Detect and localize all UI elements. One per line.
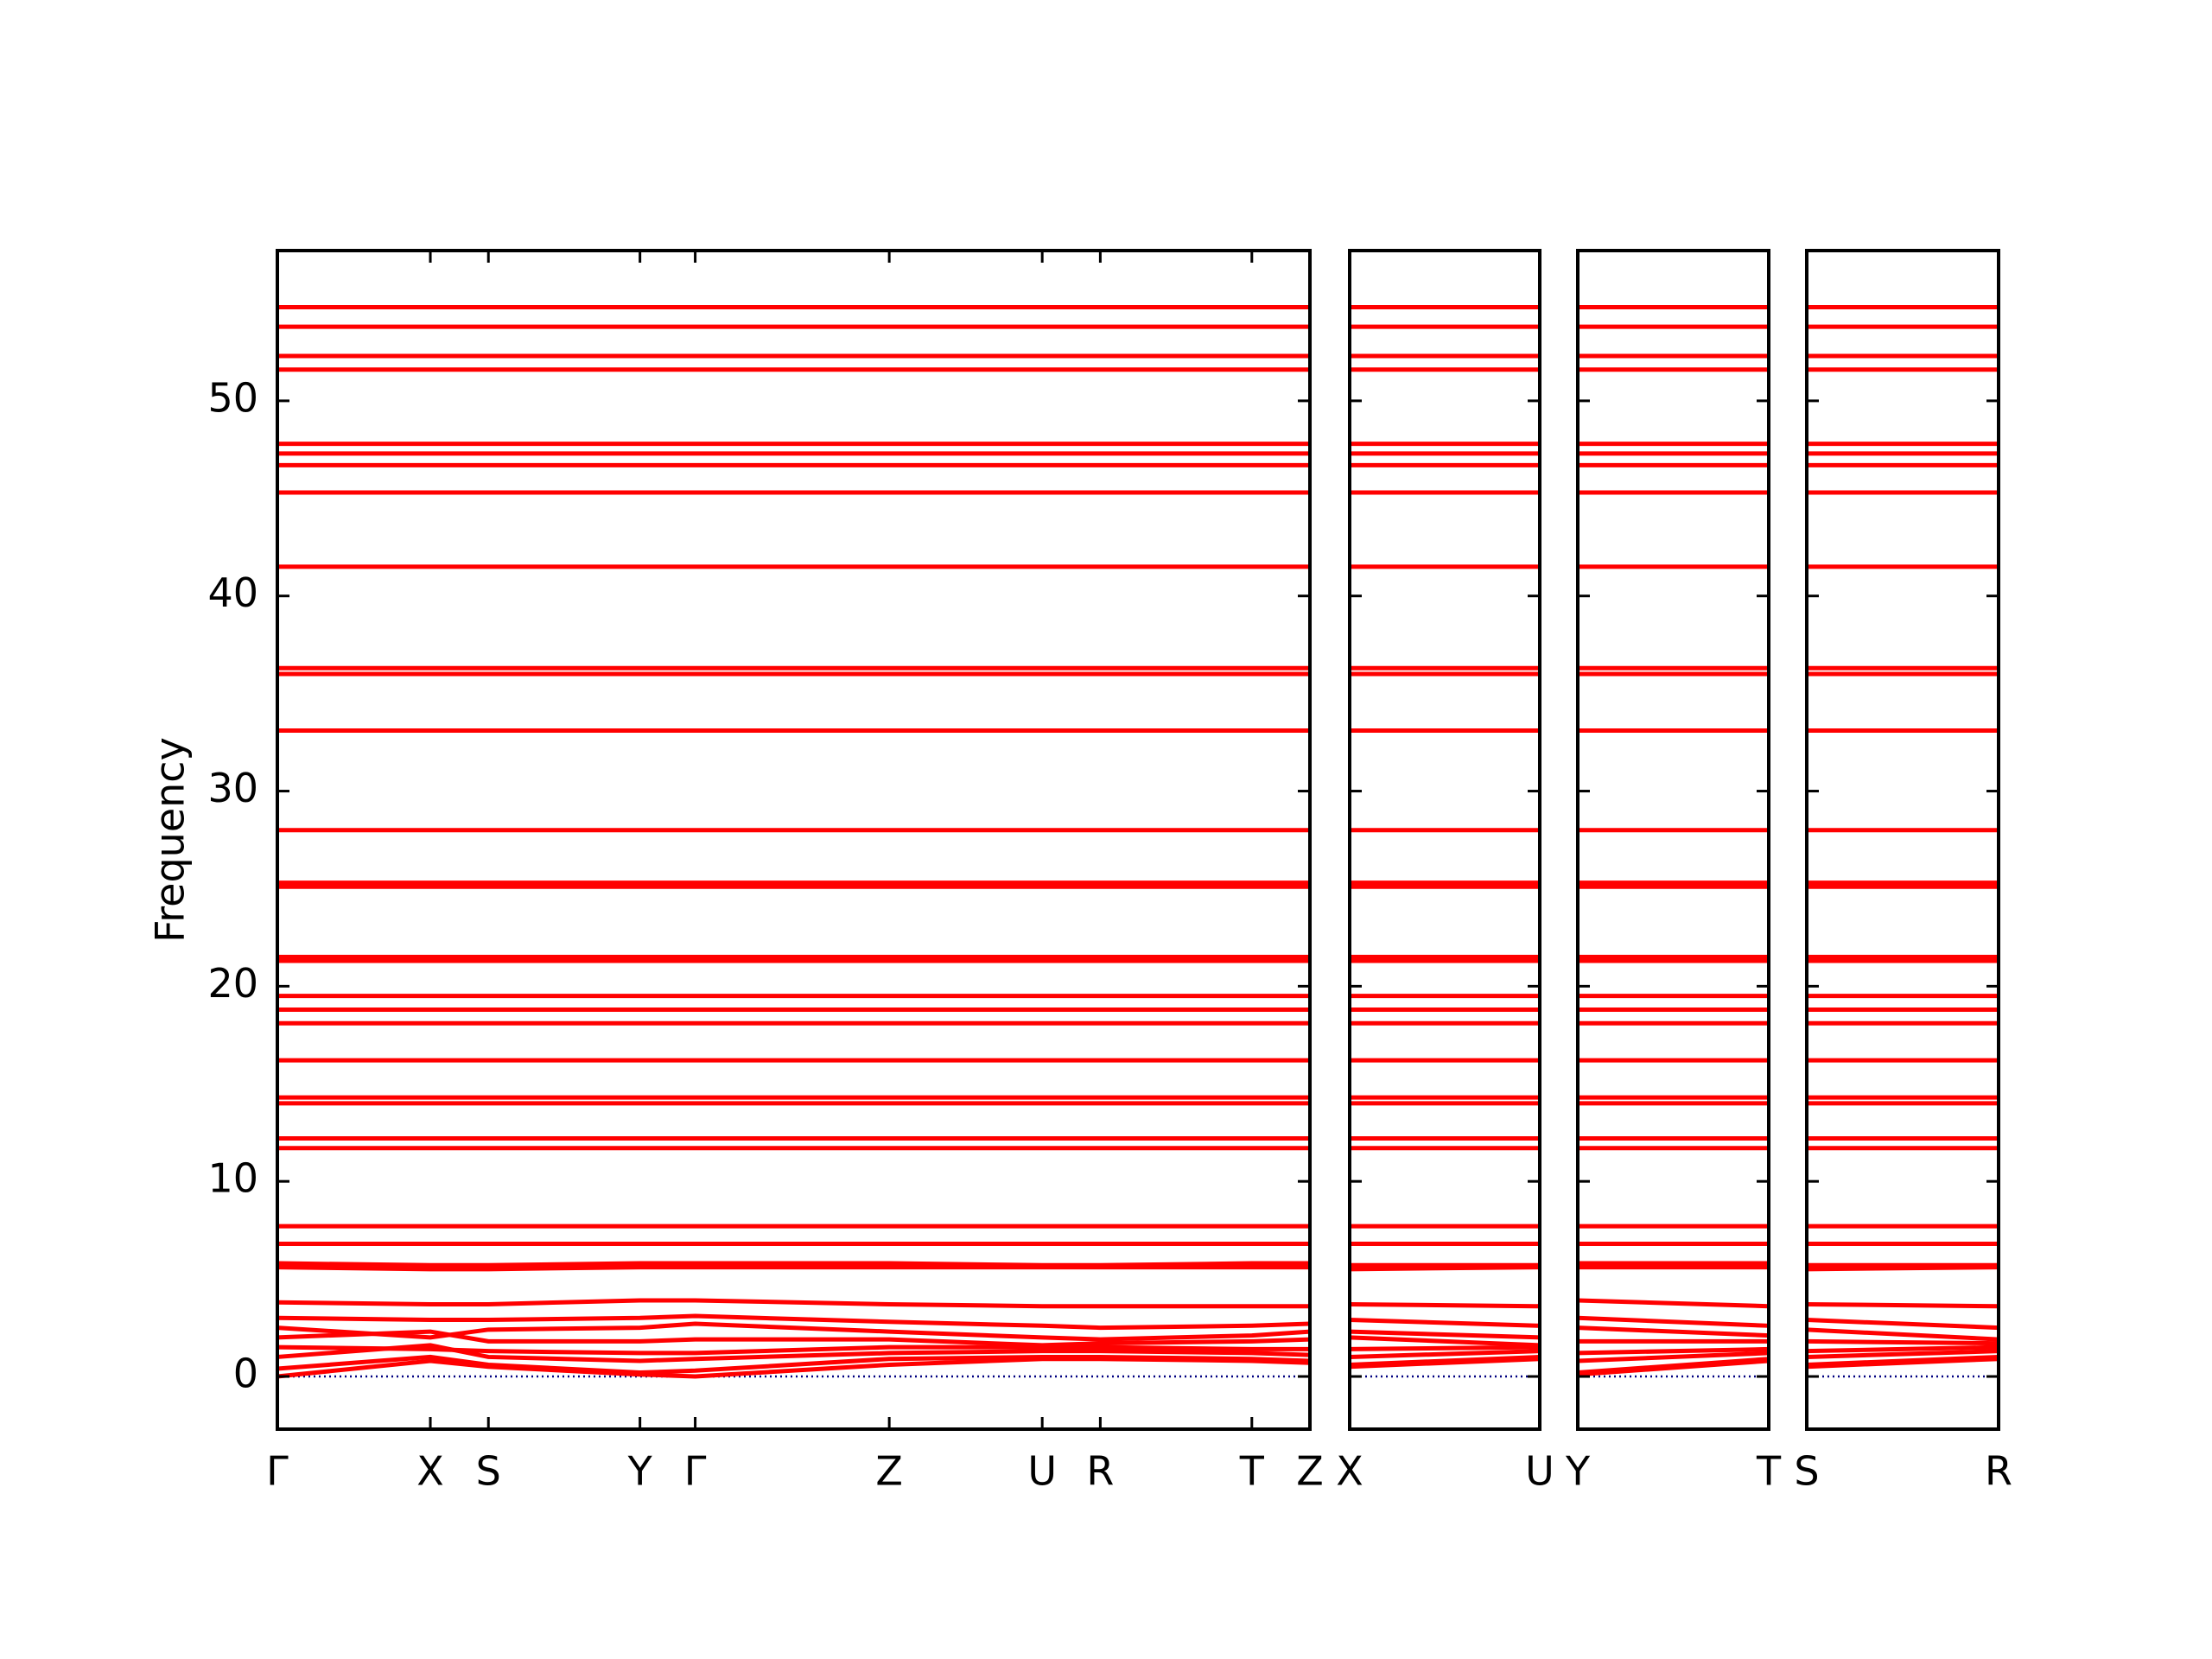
band-line [1349, 1318, 1541, 1328]
band-line [276, 1357, 1311, 1379]
y-tick-label: 40 [207, 569, 258, 616]
x-tick-label: X [1336, 1448, 1363, 1495]
band-line [1806, 1349, 1999, 1359]
band-line [1806, 1327, 1999, 1342]
x-tick-label: S [1794, 1448, 1819, 1495]
band-line [1806, 1318, 1999, 1331]
band-line [1349, 1349, 1541, 1359]
y-tick-label: 30 [207, 765, 258, 811]
axes-frame [1576, 249, 1770, 1431]
band-line [276, 1313, 1311, 1331]
band-line [1349, 1329, 1541, 1340]
band-line [1577, 1298, 1770, 1309]
band-line [1806, 1357, 1999, 1370]
band-line [276, 1265, 1310, 1272]
band-line [1577, 1325, 1770, 1338]
band-line [1806, 1344, 1999, 1354]
band-line [1349, 1301, 1541, 1309]
y-axis-label: Frequency [147, 737, 194, 943]
x-tick-label: U [1027, 1448, 1057, 1495]
y-tick-label: 0 [233, 1351, 258, 1397]
band-line [1349, 1344, 1541, 1351]
x-tick-label: U [1525, 1448, 1554, 1495]
x-tick-label: Γ [684, 1448, 707, 1495]
band-line [1349, 1265, 1541, 1272]
y-tick-label: 50 [207, 374, 258, 421]
x-tick-label: Γ [266, 1448, 289, 1495]
band-line [276, 1343, 1311, 1363]
band-line [1806, 1338, 1999, 1346]
x-tick-label: Z [875, 1448, 903, 1495]
x-tick-label: T [1756, 1448, 1782, 1495]
x-tick-label: Y [627, 1448, 653, 1495]
x-tick-label: Y [1565, 1448, 1591, 1495]
y-tick-label: 20 [207, 960, 258, 1007]
x-tick-label: T [1239, 1448, 1265, 1495]
band-line [276, 1329, 1311, 1348]
y-tick-label: 10 [207, 1155, 258, 1202]
axes-frame [1348, 249, 1541, 1431]
axes-frame [1805, 249, 2000, 1431]
x-tick-label: R [1086, 1448, 1114, 1495]
band-line [276, 1261, 1310, 1268]
band-line [1577, 1346, 1770, 1356]
band-line [1577, 1315, 1770, 1328]
band-line [276, 1321, 1311, 1342]
x-tick-label: R [1985, 1448, 2012, 1495]
band-line [1349, 1335, 1541, 1348]
band-line [276, 1298, 1310, 1309]
x-tick-label: Z [1296, 1448, 1324, 1495]
band-line [1577, 1351, 1770, 1363]
x-tick-label: X [416, 1448, 444, 1495]
band-line [1806, 1265, 1999, 1272]
band-line [1806, 1301, 1999, 1309]
band-line [1349, 1357, 1541, 1370]
band-line [1577, 1358, 1770, 1377]
x-tick-label: S [476, 1448, 501, 1495]
axes-frame [276, 249, 1312, 1431]
